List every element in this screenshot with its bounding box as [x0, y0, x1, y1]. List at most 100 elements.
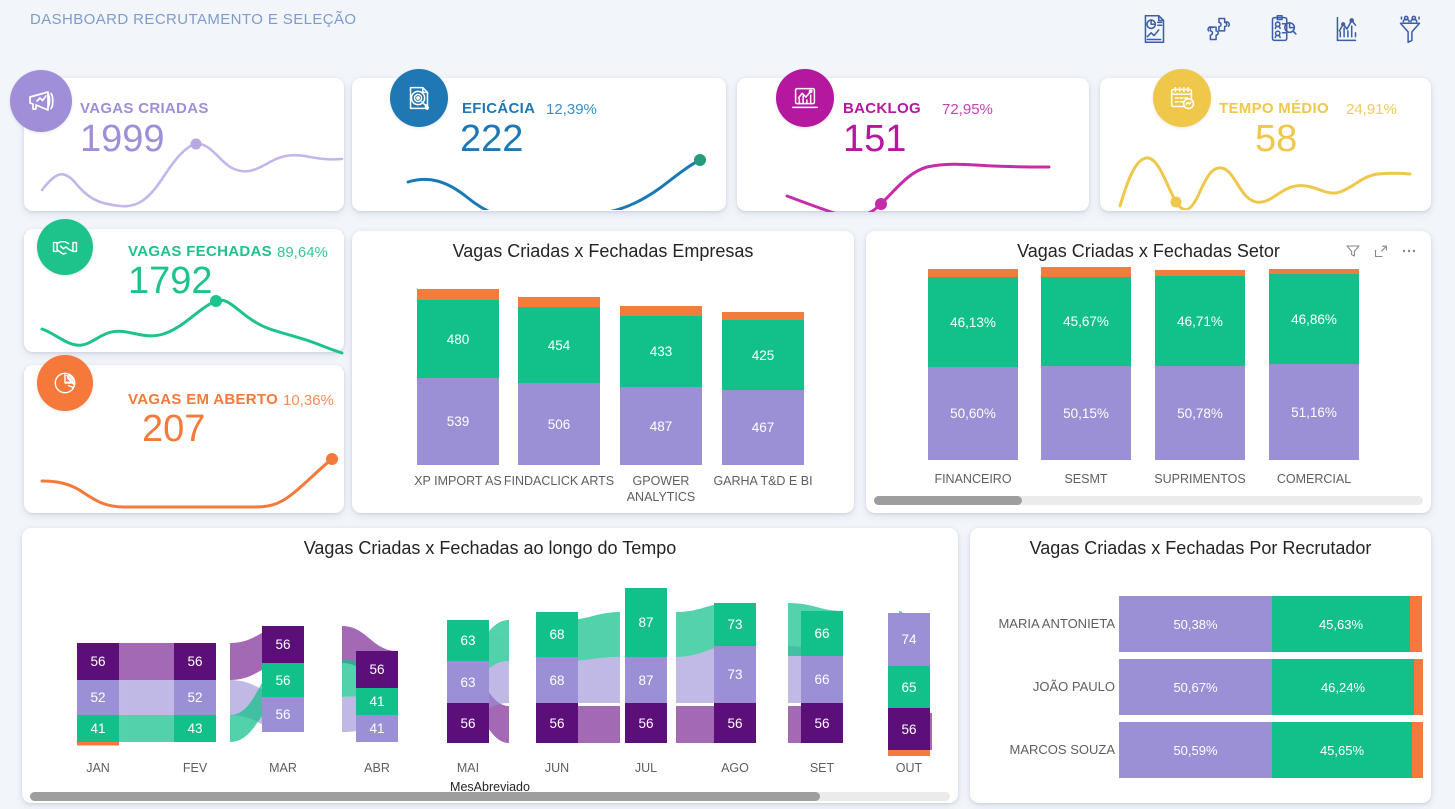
- kpi-value: 151: [843, 118, 907, 160]
- category-label: XP IMPORT AS: [414, 474, 502, 488]
- bar-segment-aberto: [417, 289, 499, 300]
- more-options-icon[interactable]: [1401, 243, 1417, 259]
- nav-icon-bar: [1135, 10, 1429, 48]
- axis-label: MAI: [456, 761, 480, 775]
- kpi-card-eficacia[interactable]: EFICÁCIA 12,39% 222: [352, 69, 726, 211]
- bar-segment-aberto: [1041, 267, 1131, 277]
- kpi-percent: 72,95%: [942, 101, 993, 118]
- bar-segment-criadas: 50,67%: [1119, 659, 1272, 715]
- axis-label: OUT: [895, 761, 923, 775]
- axis-label: FEV: [182, 761, 208, 775]
- bar-segment-criadas: 539: [417, 378, 499, 465]
- chart-title: Vagas Criadas x Fechadas ao longo do Tem…: [303, 538, 677, 558]
- bar-segment-fechadas: 45,65%: [1272, 722, 1412, 778]
- bar-segment-criadas: 487: [620, 387, 702, 465]
- handshake-icon: [37, 219, 93, 275]
- bar-segment-fechadas: 46,86%: [1269, 274, 1359, 364]
- horizontal-scrollbar[interactable]: [874, 496, 1423, 505]
- bar-segment-aberto: [518, 297, 600, 307]
- kpi-sparkline: [406, 154, 706, 210]
- chart-card-empresas[interactable]: Vagas Criadas x Fechadas Empresas 480 53…: [352, 231, 854, 513]
- axis-title: MesAbreviado: [450, 780, 530, 794]
- axis-label: ABR: [364, 761, 390, 775]
- scrollbar-thumb[interactable]: [874, 496, 1022, 505]
- bar-segment-aberto: [1269, 269, 1359, 274]
- sankey-node-label: 56: [275, 707, 291, 722]
- axis-label: JAN: [86, 761, 110, 775]
- recruiter-row[interactable]: MARIA ANTONIETA 50,38% 45,63%: [970, 596, 1431, 652]
- kpi-card-vagas-fechadas[interactable]: VAGAS FECHADAS 89,64% 1792: [24, 219, 344, 355]
- chart-title: Vagas Criadas x Fechadas Por Recrutador: [1029, 538, 1372, 558]
- kpi-sparkline: [40, 295, 344, 355]
- chart-card-tempo[interactable]: Vagas Criadas x Fechadas ao longo do Tem…: [22, 528, 958, 803]
- kpi-card-vagas-criadas[interactable]: VAGAS CRIADAS 1999: [10, 70, 344, 211]
- kpi-card-vagas-em-aberto[interactable]: VAGAS EM ABERTO 10,36% 207: [24, 355, 344, 513]
- kpi-value: 1999: [80, 118, 165, 160]
- chart-card-recrutador[interactable]: Vagas Criadas x Fechadas Por Recrutador …: [970, 528, 1431, 803]
- scrollbar-thumb[interactable]: [30, 792, 820, 801]
- bar-segment-criadas: 50,59%: [1119, 722, 1272, 778]
- sankey-node-label: 56: [369, 662, 385, 677]
- bar-segment-criadas: 51,16%: [1269, 364, 1359, 460]
- chart-card-setor[interactable]: Vagas Criadas x Fechadas Setor 46,13%: [866, 231, 1431, 513]
- sankey-node-label: 87: [638, 672, 654, 688]
- chart-statistics-icon[interactable]: [1327, 10, 1365, 48]
- candidate-profile-icon[interactable]: [1263, 10, 1301, 48]
- bar-segment-criadas: 506: [518, 383, 600, 465]
- bar-column[interactable]: 45,67% 50,15%: [1041, 267, 1131, 460]
- bar-column[interactable]: 425 467: [722, 312, 804, 465]
- puzzle-pieces-icon[interactable]: [1199, 10, 1237, 48]
- bar-column[interactable]: 46,13% 50,60%: [928, 269, 1018, 460]
- kpi-card-tempo-medio[interactable]: TEMPO MÉDIO 24,91% 58: [1100, 69, 1431, 211]
- bar-column[interactable]: 46,71% 50,78%: [1155, 270, 1245, 460]
- horizontal-scrollbar[interactable]: [30, 792, 950, 801]
- bar-segment-aberto: [1414, 659, 1423, 715]
- kpi-card-backlog[interactable]: BACKLOG 72,95% 151: [737, 69, 1089, 212]
- megaphone-icon: [10, 70, 72, 132]
- bar-column[interactable]: 480 539: [417, 289, 499, 465]
- kpi-label: TEMPO MÉDIO: [1219, 100, 1329, 117]
- sankey-node-label: 56: [275, 637, 291, 652]
- sankey-node-label: 56: [638, 715, 654, 731]
- sankey-node-label: 65: [901, 679, 917, 695]
- kpi-percent: 24,91%: [1346, 101, 1397, 118]
- sankey-node-label: 68: [549, 627, 565, 642]
- recruiter-name: MARCOS SOUZA: [1009, 742, 1115, 757]
- bar-segment-aberto: [928, 269, 1018, 277]
- report-analytics-icon[interactable]: [1135, 10, 1173, 48]
- page-title: DASHBOARD RECRUTAMENTO E SELEÇÃO: [30, 11, 357, 28]
- kpi-label: EFICÁCIA: [462, 100, 536, 117]
- recruiter-row[interactable]: JOÃO PAULO 50,67% 46,24%: [970, 659, 1431, 715]
- bar-segment-criadas: 50,60%: [928, 367, 1018, 460]
- bar-column[interactable]: 454 506: [518, 297, 600, 465]
- kpi-sparkline: [785, 162, 1051, 212]
- sankey-node-label: 68: [549, 672, 565, 688]
- sankey-node-label: 66: [814, 626, 830, 641]
- recruitment-funnel-icon[interactable]: [1391, 10, 1429, 48]
- bar-segment-aberto: [1412, 722, 1423, 778]
- sankey-diagram[interactable]: [22, 556, 958, 766]
- sankey-node-label: 56: [727, 715, 743, 731]
- sankey-node-label: 87: [638, 615, 654, 630]
- bar-column[interactable]: 433 487: [620, 306, 702, 465]
- sankey-node-label: 41: [90, 721, 106, 736]
- calendar-clock-icon: [1153, 69, 1211, 127]
- category-label: SUPRIMENTOS: [1154, 472, 1246, 486]
- bar-segment-criadas: 50,38%: [1119, 596, 1272, 652]
- axis-label: JUN: [544, 761, 570, 775]
- focus-mode-icon[interactable]: [1373, 243, 1389, 259]
- recruiter-row[interactable]: MARCOS SOUZA 50,59% 45,65%: [970, 722, 1431, 778]
- kpi-percent: 89,64%: [277, 244, 328, 261]
- kpi-sparkline: [40, 453, 338, 509]
- bar-segment-aberto: [620, 306, 702, 316]
- bar-segment-aberto: [1155, 270, 1245, 276]
- category-label: FINANCEIRO: [934, 472, 1012, 486]
- kpi-label: VAGAS CRIADAS: [80, 100, 209, 117]
- bar-segment-fechadas: 45,67%: [1041, 277, 1131, 366]
- bar-column[interactable]: 46,86% 51,16%: [1269, 269, 1359, 460]
- category-label: COMERCIAL: [1276, 472, 1352, 486]
- bar-segment-fechadas: 46,24%: [1272, 659, 1414, 715]
- filter-icon[interactable]: [1345, 243, 1361, 259]
- bar-segment-fechadas: 46,13%: [928, 277, 1018, 367]
- sankey-node-label: 74: [901, 632, 917, 647]
